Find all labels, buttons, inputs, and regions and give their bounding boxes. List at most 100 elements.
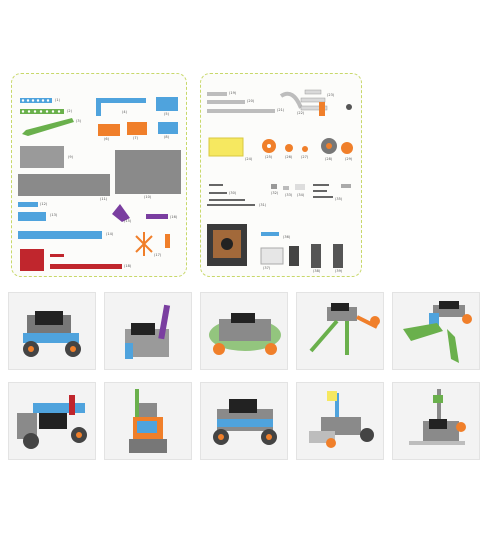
chain-mid <box>300 97 326 103</box>
red-bar-long <box>50 264 122 269</box>
part-label: (36) <box>283 235 291 239</box>
part-label: (18) <box>124 264 132 268</box>
model-robot-drawing <box>129 389 167 453</box>
part-label: (17) <box>154 253 162 257</box>
green-beam <box>20 109 64 114</box>
model-forklift-thumbnail[interactable] <box>392 382 480 460</box>
part-label: (39) <box>335 269 343 273</box>
part-label: (2) <box>67 109 72 113</box>
blue-beam-long <box>20 98 52 103</box>
part-label: (11) <box>100 197 108 201</box>
sensor-module <box>289 246 299 266</box>
part-label: (27) <box>301 155 309 159</box>
orange-gears <box>262 138 353 154</box>
model-forklift-drawing <box>409 389 466 445</box>
model-crane-drawing <box>309 303 380 355</box>
part-label: (20) <box>247 99 255 103</box>
screwdriver <box>261 232 279 236</box>
chain-short <box>304 89 322 95</box>
green-angle-beam <box>22 118 74 136</box>
part-label: (21) <box>277 108 285 112</box>
yellow-battery <box>208 137 244 157</box>
chain-long <box>300 105 328 111</box>
model-car-thumbnail[interactable] <box>8 292 96 370</box>
part-label: (6) <box>104 137 109 141</box>
parts-panel-right: (19) (20) (21) (22) (23) (24) (25) (26) … <box>200 73 362 277</box>
part-label: (9) <box>68 155 73 159</box>
part-label: (26) <box>285 155 293 159</box>
model-cannon-drawing <box>125 304 171 359</box>
blue-plate-2 <box>158 122 178 134</box>
part-label: (37) <box>263 266 271 270</box>
model-robot-thumbnail[interactable] <box>104 382 192 460</box>
blue-bar-short <box>18 202 38 207</box>
model-bulldozer-thumbnail[interactable] <box>296 382 384 460</box>
sensor-module-2 <box>311 244 321 268</box>
orange-star-connector <box>135 232 153 256</box>
part-label: (23) <box>327 93 335 97</box>
part-label: (10) <box>144 195 152 199</box>
parts-left-drawing <box>18 97 181 271</box>
gray-grid-small <box>20 146 64 168</box>
blue-l-beam <box>96 98 146 116</box>
part-label: (13) <box>50 213 58 217</box>
parts-right-drawing <box>207 89 353 268</box>
part-label: (3) <box>76 119 81 123</box>
orange-hook <box>165 234 170 248</box>
model-claw-drawing <box>403 301 472 363</box>
model-jeep-thumbnail[interactable] <box>200 382 288 460</box>
orange-plate <box>98 124 120 136</box>
part-label: (8) <box>164 135 169 139</box>
gray-grid-long <box>18 174 110 196</box>
model-bulldozer-drawing <box>309 391 374 448</box>
model-claw-thumbnail[interactable] <box>392 292 480 370</box>
model-truck-thumbnail[interactable] <box>200 292 288 370</box>
black-pin <box>346 104 352 110</box>
part-label: (14) <box>106 232 114 236</box>
model-jeep-drawing <box>213 399 277 445</box>
blue-plate <box>156 97 178 111</box>
part-label: (33) <box>285 193 293 197</box>
part-label: (31) <box>259 203 267 207</box>
part-label: (5) <box>164 112 169 116</box>
purple-triangle <box>112 204 130 222</box>
gray-axle-mid <box>207 100 245 104</box>
part-label: (15) <box>124 219 132 223</box>
part-label: (29) <box>345 157 353 161</box>
sensor-module-3 <box>333 244 343 268</box>
part-label: (16) <box>170 215 178 219</box>
red-plate <box>20 249 44 271</box>
model-tractor-thumbnail[interactable] <box>8 382 96 460</box>
gray-axle-short <box>207 92 227 96</box>
blue-bar-mid <box>18 212 46 221</box>
part-label: (12) <box>40 202 48 206</box>
servo-motor <box>260 247 284 265</box>
part-label: (7) <box>133 136 138 140</box>
purple-bar <box>146 214 168 219</box>
model-truck-drawing <box>209 313 281 355</box>
gray-axle-long <box>207 109 275 113</box>
part-label: (38) <box>313 269 321 273</box>
orange-plate-2 <box>127 122 147 135</box>
screws <box>207 184 351 206</box>
red-bar-small <box>50 254 64 257</box>
part-label: (28) <box>325 157 333 161</box>
part-label: (22) <box>297 111 305 115</box>
blue-bar-long <box>18 231 102 239</box>
model-crane-thumbnail[interactable] <box>296 292 384 370</box>
part-label: (32) <box>271 191 279 195</box>
part-label: (4) <box>122 110 127 114</box>
model-cannon-thumbnail[interactable] <box>104 292 192 370</box>
gray-curve <box>279 91 303 109</box>
orange-motor-mount <box>319 102 325 116</box>
part-label: (24) <box>245 157 253 161</box>
part-label: (35) <box>335 197 343 201</box>
parts-panel-left: (1) (2) (3) (4) (5) (6) (7) (8) (9) (10)… <box>11 73 187 277</box>
part-label: (19) <box>229 91 237 95</box>
gray-grid-large <box>115 150 181 194</box>
control-board <box>207 224 247 266</box>
model-tractor-drawing <box>17 395 87 449</box>
model-car-drawing <box>23 311 81 357</box>
part-label: (25) <box>265 155 273 159</box>
part-label: (30) <box>229 191 237 195</box>
